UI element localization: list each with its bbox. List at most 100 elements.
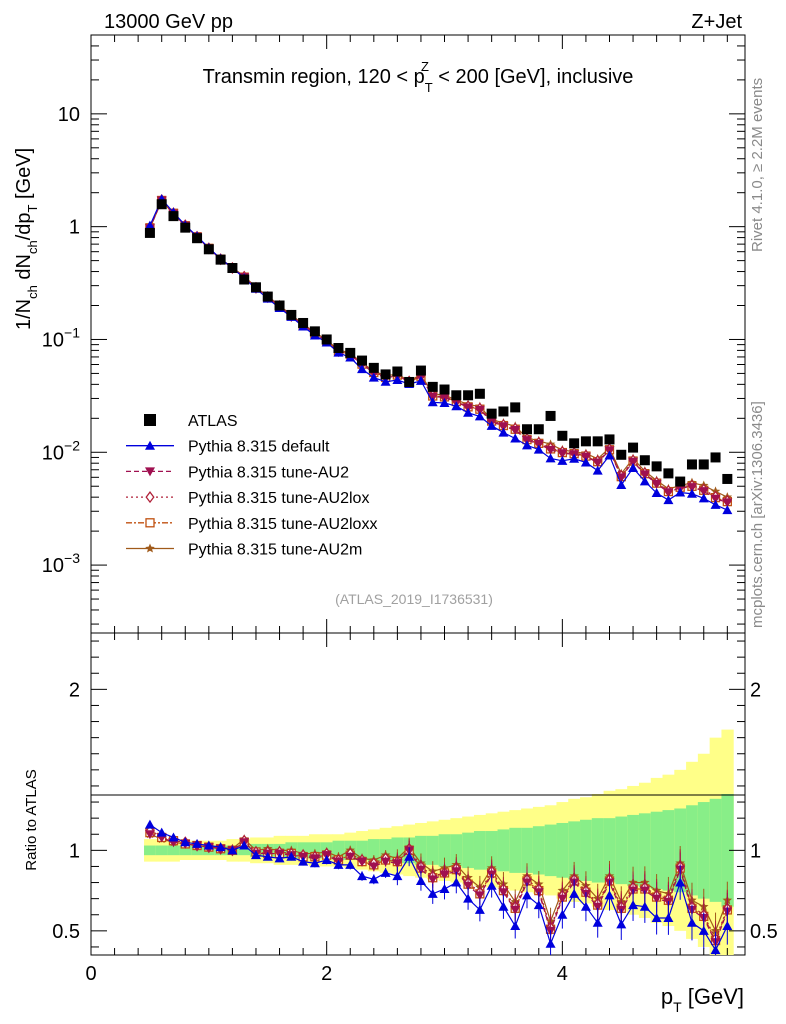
main-point-atlas xyxy=(474,388,485,399)
main-point-atlas xyxy=(698,459,709,470)
main-point-default xyxy=(710,499,721,509)
main-point-default xyxy=(474,411,485,421)
main-point-atlas xyxy=(580,436,591,447)
ratio-point-au2 xyxy=(380,857,391,867)
main-point-atlas xyxy=(239,274,250,285)
ratio-point-default xyxy=(333,859,344,869)
main-point-atlas xyxy=(274,300,285,311)
main-point-default xyxy=(427,397,438,407)
main-point-default xyxy=(604,450,615,460)
svg-text:Transmin region, 120 < pT < 20: Transmin region, 120 < pT < 200 [GeV], i… xyxy=(203,66,634,95)
ratio-line-au2lox xyxy=(149,830,728,941)
band-green-bin xyxy=(591,818,605,883)
main-point-au2 xyxy=(533,439,544,449)
band-green-bin xyxy=(438,834,451,867)
main-point-default xyxy=(415,375,426,385)
ratio-point-default xyxy=(215,842,226,852)
energy-label: 13000 GeV pp xyxy=(104,11,233,33)
ratio-point-default xyxy=(474,904,485,914)
main-point-au2 xyxy=(639,470,650,480)
main-point-default xyxy=(510,433,521,443)
main-point-au2 xyxy=(616,473,627,483)
main-point-default xyxy=(392,375,403,385)
main-point-default xyxy=(545,453,556,463)
main-point-atlas xyxy=(427,381,438,392)
band-green-bin xyxy=(167,845,180,856)
ratio-point-default xyxy=(392,871,403,881)
x-tick-label: 4 xyxy=(557,963,568,985)
band-green-bin xyxy=(367,839,381,862)
main-point-default xyxy=(368,372,379,382)
main-point-atlas xyxy=(357,355,368,366)
ratio-point-default xyxy=(545,938,556,948)
ratio-point-default xyxy=(580,901,591,911)
band-green-bin xyxy=(709,798,722,902)
band-green-bin xyxy=(580,819,593,881)
main-point-atlas xyxy=(415,365,426,376)
ratio-point-default xyxy=(592,917,603,927)
ratio-point-default xyxy=(321,855,332,865)
ratio-point-au2 xyxy=(474,891,485,901)
main-point-default xyxy=(628,462,639,472)
main-point-atlas xyxy=(463,390,474,401)
ratio-line-au2 xyxy=(149,833,728,944)
main-point-au2 xyxy=(722,498,733,508)
ratio-point-default xyxy=(380,867,391,877)
main-series xyxy=(144,193,733,515)
main-point-atlas xyxy=(651,461,662,472)
main-y-tick-label: 10−3 xyxy=(42,550,80,577)
title-sub: T xyxy=(425,80,433,95)
ratio-point-default xyxy=(522,890,532,900)
main-point-atlas xyxy=(522,424,532,435)
x-axis-label: pT [GeV] xyxy=(661,984,744,1015)
main-point-atlas xyxy=(250,282,261,293)
legend-label-au2m: Pythia 8.315 tune-AU2m xyxy=(188,542,362,559)
band-green-bin xyxy=(473,831,487,870)
main-y-axis-label: 1/Nch dNch/dpT [GeV] xyxy=(13,148,40,330)
ratio-point-au2 xyxy=(415,865,426,875)
ratio-y-tick-label-right: 1 xyxy=(750,840,761,862)
ratio-y-tick-label-left: 1 xyxy=(69,840,80,862)
band-green-bin xyxy=(650,811,664,889)
main-point-atlas xyxy=(592,436,603,447)
ratio-point-default xyxy=(298,856,309,866)
title-sup: Z xyxy=(421,59,429,74)
ratio-point-default xyxy=(180,837,191,847)
main-point-default xyxy=(698,493,709,503)
main-point-atlas xyxy=(180,222,191,233)
ratio-point-default xyxy=(357,871,368,881)
ratio-point-default xyxy=(168,832,179,842)
ratio-point-default xyxy=(557,909,568,919)
main-point-atlas xyxy=(686,459,697,470)
ratio-point-default xyxy=(144,819,155,829)
main-point-au2 xyxy=(474,405,485,415)
main-point-atlas xyxy=(486,408,497,419)
band-green-bin xyxy=(686,805,699,896)
ratio-point-default xyxy=(239,840,250,850)
ratio-point-default xyxy=(451,877,462,887)
ratio-y-tick-label-right: 0.5 xyxy=(750,921,778,943)
band-green-bin xyxy=(568,821,581,880)
ratio-point-default xyxy=(227,845,238,855)
analysis-id: (ATLAS_2019_I1736531) xyxy=(335,591,493,607)
main-point-atlas xyxy=(557,430,568,441)
band-green-bin xyxy=(615,816,628,885)
ratio-point-default xyxy=(463,893,474,903)
process-label: Z+Jet xyxy=(691,11,742,33)
x-axis-label-sub: T xyxy=(673,999,682,1015)
main-point-default xyxy=(451,401,462,411)
main-point-default xyxy=(651,488,662,498)
main-point-au2 xyxy=(580,452,591,462)
ratio-point-au2 xyxy=(557,894,568,904)
main-point-au2 xyxy=(686,483,697,493)
title-end: < 200 [GeV], inclusive xyxy=(433,66,634,88)
legend-label-au2loxx: Pythia 8.315 tune-AU2loxx xyxy=(188,516,377,533)
legend-marker-au2m xyxy=(145,543,155,553)
ratio-point-default xyxy=(404,851,415,861)
legend: ATLAS Pythia 8.315 default Pythia 8.315 tu… xyxy=(126,413,377,559)
main-point-atlas xyxy=(710,452,721,463)
main-point-default xyxy=(616,479,627,489)
ratio-point-default xyxy=(427,888,438,898)
x-tick-label: 2 xyxy=(321,963,332,985)
